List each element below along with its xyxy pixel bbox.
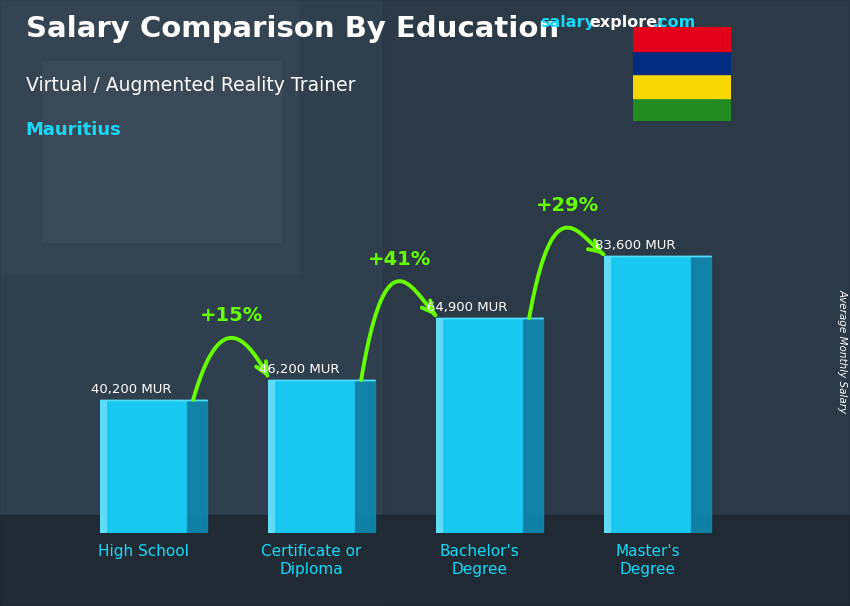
Text: Virtual / Augmented Reality Trainer: Virtual / Augmented Reality Trainer (26, 76, 355, 95)
Bar (0, 0, 298, 273)
Bar (633, 98, 731, 121)
FancyBboxPatch shape (436, 318, 523, 533)
FancyBboxPatch shape (604, 256, 610, 533)
Text: +29%: +29% (536, 196, 599, 215)
Text: explorer: explorer (589, 15, 666, 30)
Bar (382, 0, 850, 606)
Text: salary: salary (540, 15, 595, 30)
Polygon shape (523, 318, 543, 533)
FancyBboxPatch shape (99, 400, 107, 533)
FancyBboxPatch shape (268, 380, 275, 533)
Bar (633, 27, 731, 51)
Text: Average Monthly Salary: Average Monthly Salary (837, 290, 847, 413)
Polygon shape (355, 380, 375, 533)
Text: 83,600 MUR: 83,600 MUR (595, 239, 676, 252)
FancyBboxPatch shape (436, 318, 443, 533)
Text: +41%: +41% (368, 250, 431, 268)
FancyBboxPatch shape (604, 256, 691, 533)
FancyBboxPatch shape (268, 380, 355, 533)
Text: +15%: +15% (200, 306, 263, 325)
Bar (0, 515, 850, 606)
Text: .com: .com (653, 15, 696, 30)
Text: 64,900 MUR: 64,900 MUR (428, 301, 507, 315)
Text: Salary Comparison By Education: Salary Comparison By Education (26, 15, 558, 43)
FancyBboxPatch shape (99, 400, 187, 533)
Polygon shape (187, 400, 207, 533)
Polygon shape (691, 256, 711, 533)
Bar (633, 75, 731, 98)
Text: 46,200 MUR: 46,200 MUR (259, 363, 340, 376)
Text: 40,200 MUR: 40,200 MUR (91, 383, 172, 396)
Text: Mauritius: Mauritius (26, 121, 122, 139)
Bar (633, 51, 731, 75)
Bar (42, 61, 280, 242)
